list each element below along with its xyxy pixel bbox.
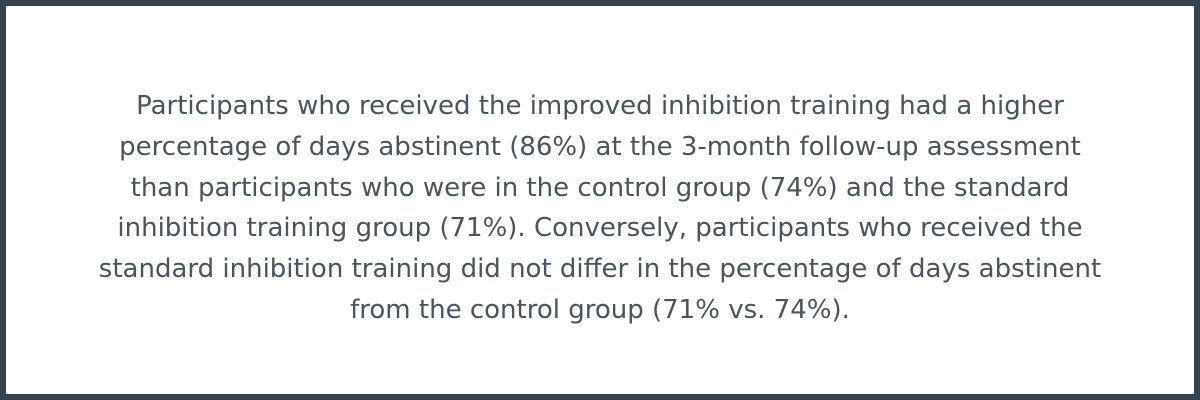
passage-line-1: Participants who received the improved i… [136,91,1064,121]
passage-line-4: inhibition training group (71%). Convers… [117,213,1083,244]
passage-line-5: standard inhibition training did not dif… [98,254,1102,285]
passage-line-2: percentage of days abstinent (86%) at th… [119,131,1081,162]
passage-line-6: from the control group (71% vs. 74%). [350,294,850,325]
text-card: Participants who received the improved i… [6,6,1194,394]
passage-text: Participants who received the improved i… [6,86,1194,331]
passage-line-3: than participants who were in the contro… [130,172,1070,203]
